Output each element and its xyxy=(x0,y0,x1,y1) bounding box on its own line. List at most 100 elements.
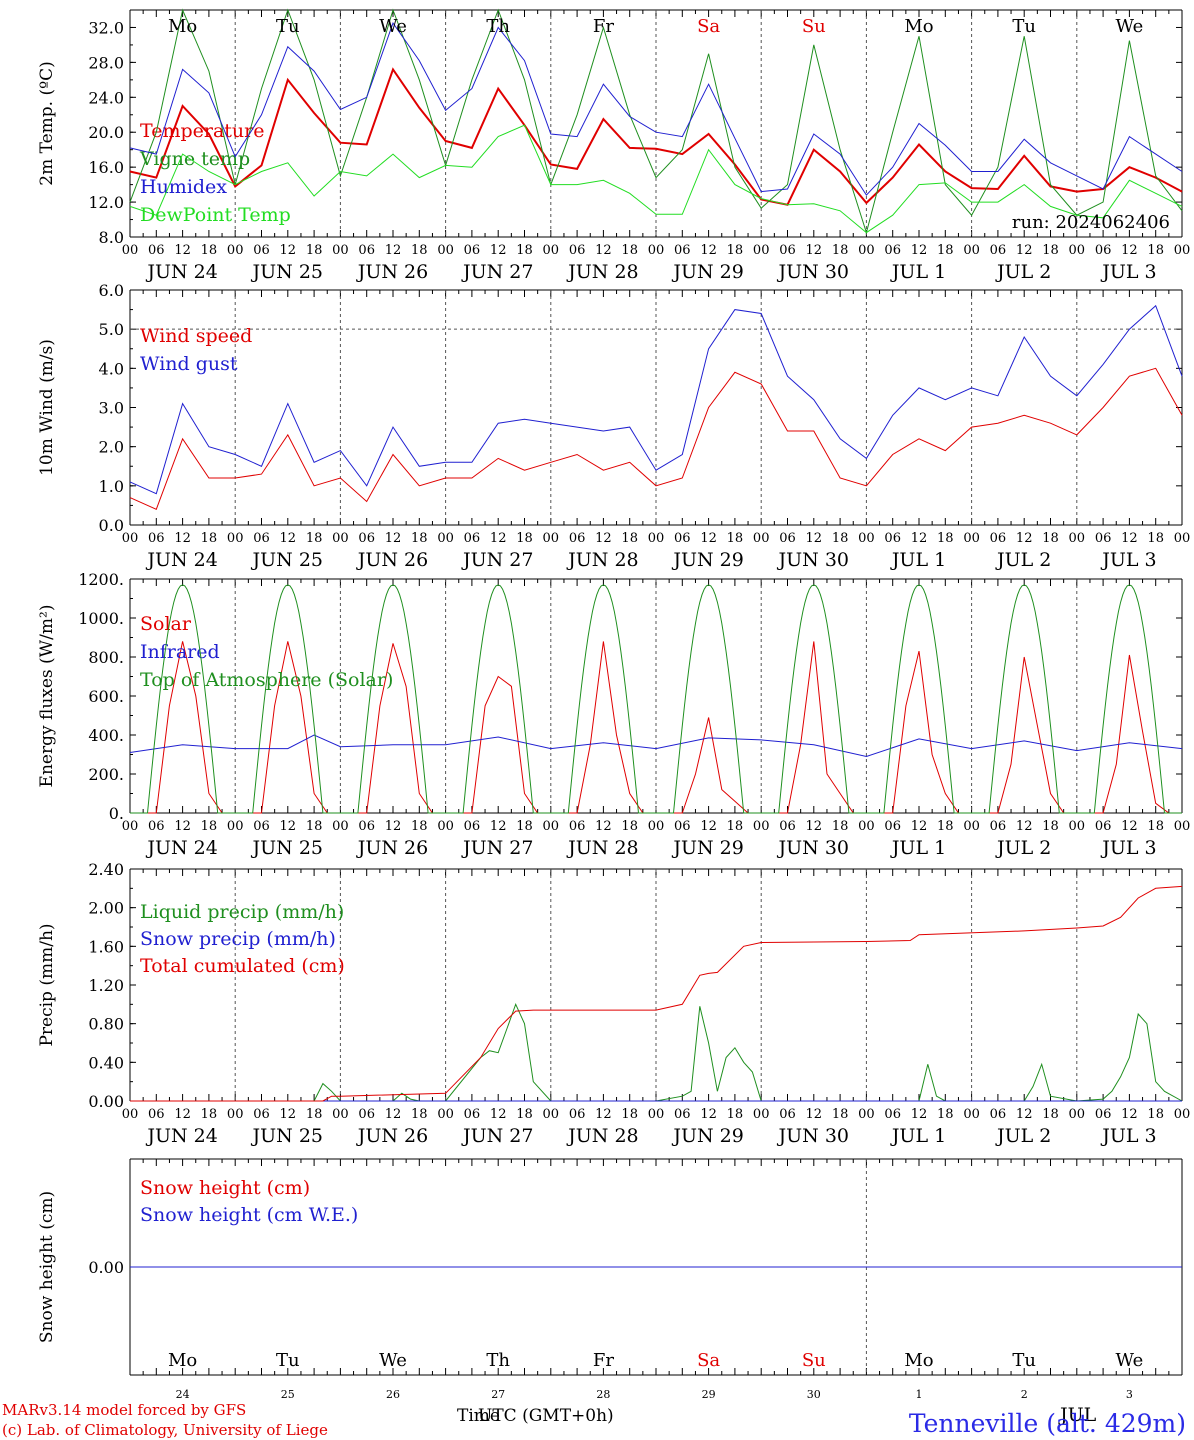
day-label: JUN 24 xyxy=(145,549,217,571)
hour-tick-label: 12 xyxy=(911,531,928,546)
hour-tick-label: 18 xyxy=(1042,1107,1059,1122)
day-label: JUL 2 xyxy=(995,549,1051,571)
series-line-dewpoint-temp xyxy=(129,124,1183,234)
hour-tick-label: 18 xyxy=(516,531,533,546)
day-label: JUN 28 xyxy=(566,1125,638,1147)
y-tick-label: 12.0 xyxy=(88,193,124,212)
hour-tick-label: 06 xyxy=(674,243,691,258)
hour-tick-label: 18 xyxy=(306,531,323,546)
hour-tick-label: 06 xyxy=(674,531,691,546)
weekday-label: Tu xyxy=(1012,16,1036,37)
day-label: JUN 24 xyxy=(145,261,217,283)
hour-tick-label: 00 xyxy=(963,819,980,834)
hour-tick-label: 00 xyxy=(227,531,244,546)
model-credit: MARv3.14 model forced by GFS xyxy=(2,1401,247,1419)
weekday-label-bottom: Th xyxy=(486,1350,510,1371)
legend-entry: Snow height (cm) xyxy=(140,1177,310,1199)
lab-credit: (c) Lab. of Climatology, University of L… xyxy=(2,1421,328,1439)
hour-tick-label: 00 xyxy=(332,819,349,834)
hour-tick-label: 00 xyxy=(1069,531,1086,546)
hour-tick-label: 18 xyxy=(937,1107,954,1122)
hour-tick-label: 00 xyxy=(963,243,980,258)
hour-tick-label: 00 xyxy=(1069,243,1086,258)
hour-tick-label: 12 xyxy=(595,819,612,834)
run-label: run: 2024062406 xyxy=(1012,212,1170,233)
day-label: JUL 1 xyxy=(890,837,946,859)
weekday-label: Fr xyxy=(593,16,614,37)
day-label: JUN 30 xyxy=(777,261,849,283)
y-tick-label: 200. xyxy=(88,765,124,784)
hour-tick-label: 12 xyxy=(174,243,191,258)
y-axis-label: Snow height (cm) xyxy=(37,1191,57,1343)
hour-tick-label: 18 xyxy=(306,1107,323,1122)
y-tick-label: 16.0 xyxy=(88,158,124,177)
legend-entry: Snow precip (mm/h) xyxy=(140,928,336,950)
hour-tick-label: 00 xyxy=(1174,819,1191,834)
weekday-label-bottom: We xyxy=(379,1350,407,1371)
y-tick-label: 0.00 xyxy=(88,1258,124,1277)
hour-tick-label: 06 xyxy=(569,819,586,834)
y-tick-label: 2.40 xyxy=(88,860,124,879)
day-label: JUL 3 xyxy=(1100,837,1156,859)
legend-entry: Total cumulated (cm) xyxy=(140,955,345,977)
hour-tick-label: 18 xyxy=(937,819,954,834)
hour-tick-label: 12 xyxy=(1121,243,1138,258)
hour-tick-label: 12 xyxy=(806,819,823,834)
hour-tick-label: 06 xyxy=(1095,1107,1112,1122)
y-tick-label: 5.0 xyxy=(99,320,124,339)
hour-tick-label: 18 xyxy=(937,243,954,258)
hour-tick-label: 18 xyxy=(306,243,323,258)
hour-tick-label: 06 xyxy=(148,243,165,258)
legend-entry: Vigne temp xyxy=(139,148,250,170)
day-label: JUN 29 xyxy=(671,549,743,571)
series-line-infrared xyxy=(129,734,1183,758)
hour-tick-label: 06 xyxy=(779,1107,796,1122)
y-tick-label: 0.80 xyxy=(88,1015,124,1034)
hour-tick-label: 06 xyxy=(569,531,586,546)
hour-tick-label: 18 xyxy=(201,531,218,546)
weekday-label-bottom: Mo xyxy=(168,1350,197,1371)
legend-entry: Snow height (cm W.E.) xyxy=(140,1204,358,1226)
hour-tick-label: 06 xyxy=(148,531,165,546)
hour-tick-label: 12 xyxy=(1016,819,1033,834)
hour-tick-label: 06 xyxy=(253,243,270,258)
hour-tick-label: 00 xyxy=(543,531,560,546)
day-label: JUL 1 xyxy=(890,261,946,283)
day-number-label: 2 xyxy=(1021,1388,1028,1401)
y-axis-label: Precip (mm/h) xyxy=(37,923,57,1046)
hour-tick-label: 00 xyxy=(122,531,139,546)
series-line-solar xyxy=(130,641,1182,814)
hour-tick-label: 18 xyxy=(516,1107,533,1122)
hour-tick-label: 18 xyxy=(411,531,428,546)
hour-tick-label: 00 xyxy=(1069,819,1086,834)
hour-tick-label: 12 xyxy=(806,1107,823,1122)
hour-tick-label: 12 xyxy=(385,243,402,258)
hour-tick-label: 12 xyxy=(280,243,297,258)
y-tick-label: 800. xyxy=(88,648,124,667)
day-label: JUN 30 xyxy=(777,549,849,571)
hour-tick-label: 06 xyxy=(990,819,1007,834)
day-label: JUN 27 xyxy=(461,261,533,283)
hour-tick-label: 18 xyxy=(727,819,744,834)
day-label: JUN 30 xyxy=(777,837,849,859)
day-label: JUN 24 xyxy=(145,837,217,859)
hour-tick-label: 00 xyxy=(543,1107,560,1122)
y-tick-label: 1200. xyxy=(78,570,124,589)
hour-tick-label: 06 xyxy=(884,531,901,546)
day-label: JUN 26 xyxy=(356,837,428,859)
day-number-label: 3 xyxy=(1126,1388,1133,1401)
y-tick-label: 24.0 xyxy=(88,88,124,107)
hour-tick-label: 00 xyxy=(227,1107,244,1122)
hour-tick-label: 18 xyxy=(621,243,638,258)
legend-entry: DewPoint Temp xyxy=(140,204,291,226)
hour-tick-label: 06 xyxy=(253,1107,270,1122)
day-number-label: 25 xyxy=(281,1388,295,1401)
weekday-label: Sa xyxy=(697,16,720,37)
day-label: JUL 2 xyxy=(995,837,1051,859)
hour-tick-label: 12 xyxy=(806,243,823,258)
hour-tick-label: 00 xyxy=(858,531,875,546)
weekday-label-bottom: Tu xyxy=(1012,1350,1036,1371)
legend-entry: Infrared xyxy=(140,641,220,663)
hour-tick-label: 12 xyxy=(490,819,507,834)
y-axis-label: Energy fluxes (W/m²) xyxy=(37,605,57,788)
